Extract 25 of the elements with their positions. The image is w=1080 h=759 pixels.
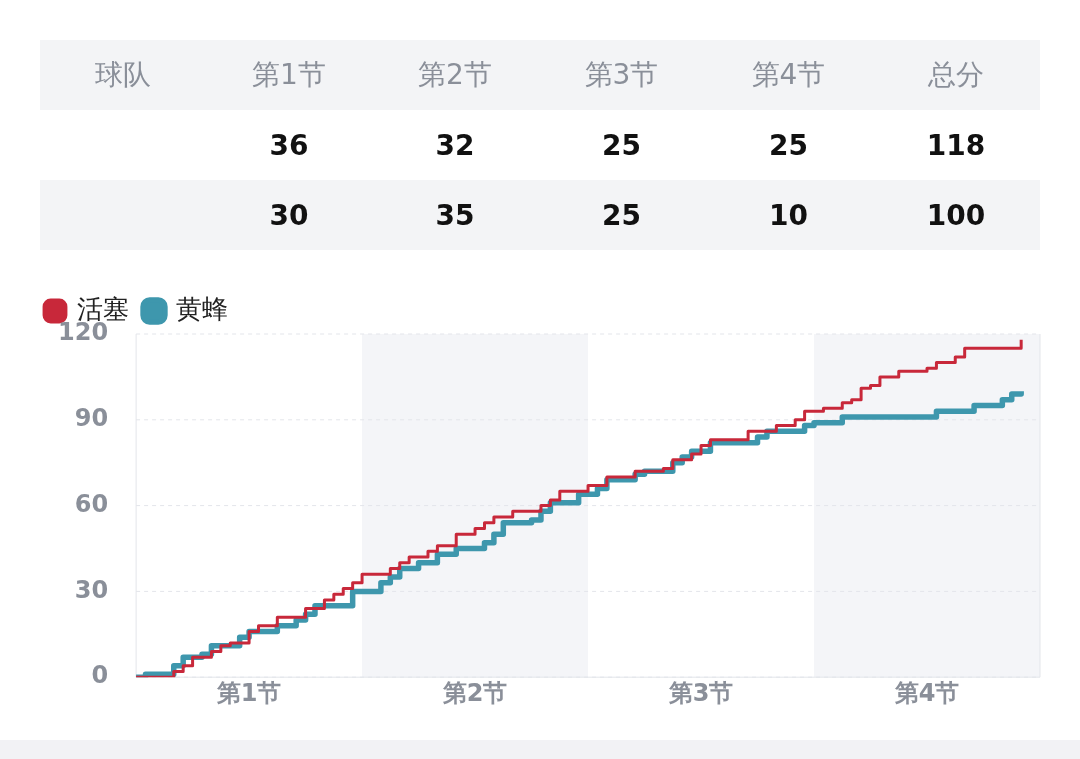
category-label: 第1节 [206,40,372,110]
category-label: 第3节 [538,40,705,110]
data-label: 36 [268,127,310,164]
data-label: 32 [434,127,476,164]
data-label: 30 [206,180,372,250]
y-tick-label: 60 [74,489,109,518]
y-tick-label: 0 [91,661,109,690]
data-label: 100 [872,180,1040,250]
category-label: 第4节 [705,40,872,110]
data-label: 25 [768,127,809,164]
x-tick-label: 第3节 [667,678,734,707]
y-tick-label: 90 [74,404,109,433]
category-label: 总分 [872,40,1040,110]
data-label: 35 [372,180,538,250]
data-label: 10 [705,180,872,250]
legend-label: 黄蜂 [176,293,228,324]
data-label: 25 [538,180,705,250]
x-tick-label: 第2节 [441,678,508,707]
x-tick-label: 第1节 [215,678,282,707]
data-label: 25 [601,127,642,164]
category-label: 球队 [40,40,206,110]
data-label: 118 [925,127,987,164]
y-tick-label: 30 [74,575,109,604]
x-tick-label: 第4节 [893,678,960,707]
category-label: 第2节 [372,40,538,110]
